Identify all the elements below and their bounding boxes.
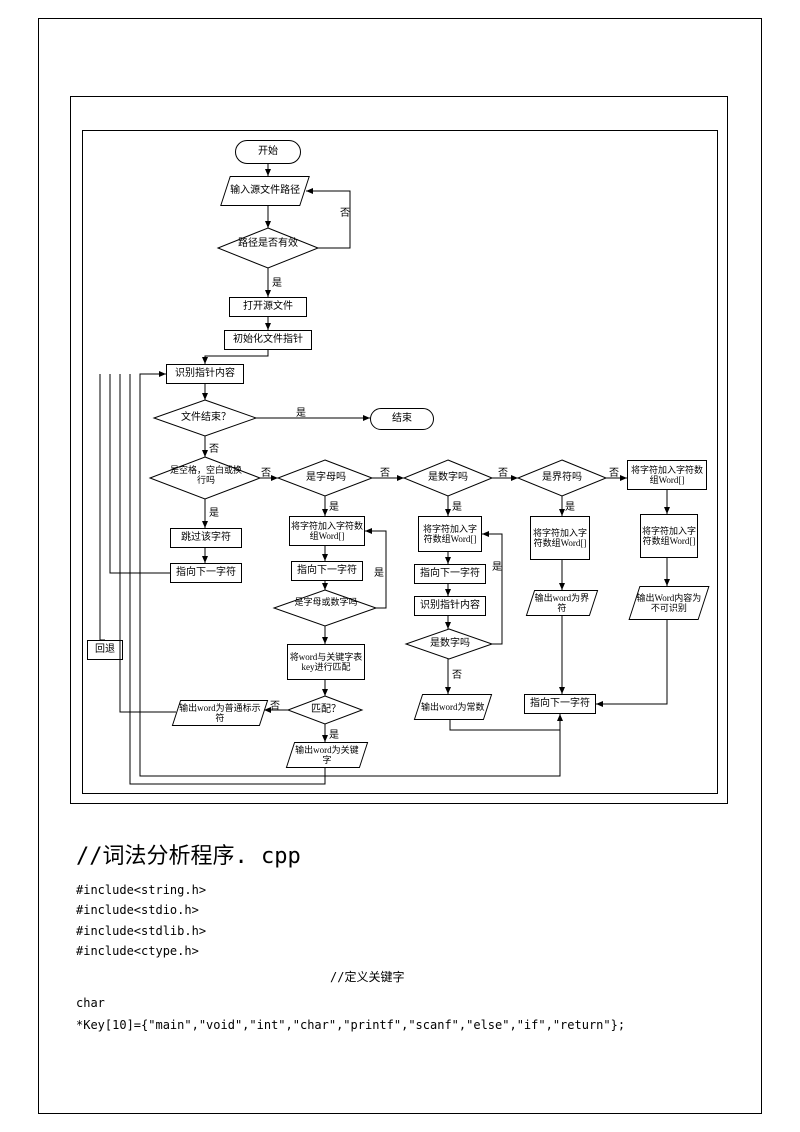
- edge-label-delim-yes: 是: [565, 498, 575, 513]
- code-line-3: #include<ctype.h>: [76, 941, 206, 961]
- edge-label-space-yes: 是: [209, 504, 219, 519]
- code-comment: //定义关键字: [330, 968, 404, 985]
- edge-label-eof-no: 否: [209, 440, 219, 455]
- label-is-space: 是空格，空白或换行吗: [168, 466, 244, 486]
- label-matched: 匹配？: [306, 704, 346, 715]
- label-is-delim: 是界符吗: [536, 472, 588, 483]
- label-eof: 文件结束？: [176, 412, 236, 423]
- label-path-valid: 路径是否有效: [236, 238, 300, 249]
- flowchart-svg: [0, 0, 800, 820]
- label-is-digit2: 是数字吗: [424, 638, 476, 649]
- decision-alnum: [274, 590, 376, 626]
- edge-label-digit2-no: 否: [452, 666, 462, 681]
- edge-label-delim-no: 否: [609, 464, 619, 479]
- code-line-0: #include<string.h>: [76, 880, 206, 900]
- code-line-1: #include<stdio.h>: [76, 900, 206, 920]
- edge-label-digit-yes: 是: [452, 498, 462, 513]
- label-is-digit: 是数字吗: [422, 472, 474, 483]
- edge-label-alnum-yes: 是: [374, 564, 384, 579]
- edge-label-match-no: 否: [270, 697, 280, 712]
- edge-label-eof-yes: 是: [296, 404, 306, 419]
- code-decl2: *Key[10]={"main","void","int","char","pr…: [76, 1018, 625, 1032]
- code-title: //词法分析程序. cpp: [76, 838, 301, 870]
- code-decl1: char: [76, 996, 105, 1010]
- edge-label-pv-no: 否: [340, 204, 350, 219]
- edge-label-alpha-yes: 是: [329, 498, 339, 513]
- code-lines: #include<string.h> #include<stdio.h> #in…: [76, 880, 206, 962]
- edge-label-digit2-yes: 是: [492, 558, 502, 573]
- label-is-alpha: 是字母吗: [300, 472, 352, 483]
- code-line-2: #include<stdlib.h>: [76, 921, 206, 941]
- label-alnum: 是字母或数字吗: [294, 598, 358, 608]
- edge-label-pv-yes: 是: [272, 274, 282, 289]
- edge-label-space-no: 否: [261, 464, 271, 479]
- edge-label-match-yes: 是: [329, 726, 339, 741]
- edge-label-digit-no: 否: [498, 464, 508, 479]
- edge-label-alpha-no: 否: [380, 464, 390, 479]
